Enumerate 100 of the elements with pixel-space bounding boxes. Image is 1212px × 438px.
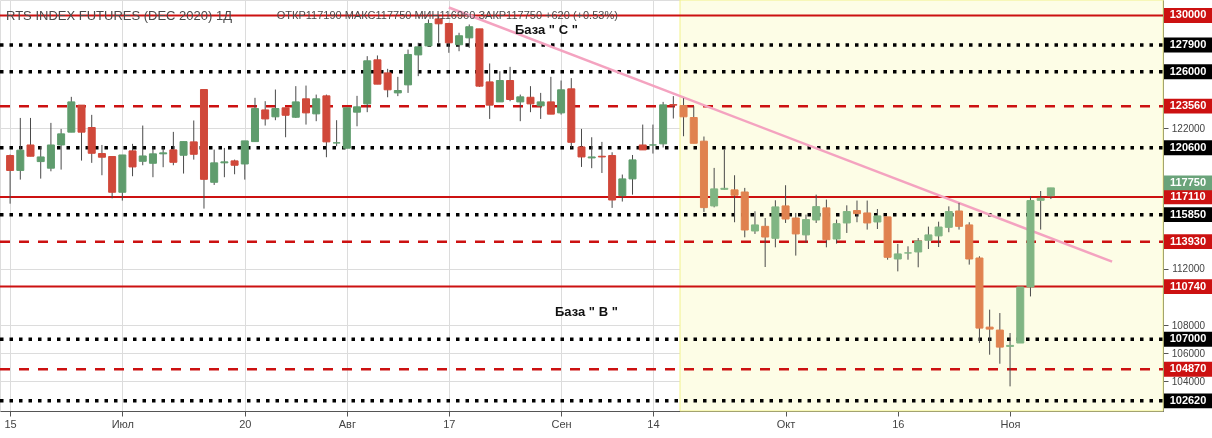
candlestick: [444, 22, 453, 54]
text: 117750: [1169, 175, 1207, 188]
candlestick: [220, 147, 229, 178]
x-tick-label: Июл: [111, 417, 135, 430]
candlestick: [495, 70, 504, 103]
x-tick-label: Авг: [338, 417, 356, 430]
candlestick: [526, 85, 535, 113]
candlestick: [904, 245, 913, 261]
x-tick-label: Окт: [776, 417, 796, 430]
candlestick: [546, 76, 555, 115]
ref-line-label: 117110: [1170, 189, 1206, 202]
candlestick: [750, 210, 759, 235]
candlestick: [710, 167, 719, 208]
candlestick: [179, 141, 188, 175]
candlestick: [1006, 332, 1015, 387]
ref-line-label: 126000: [1169, 64, 1207, 77]
candlestick: [944, 205, 953, 233]
candlestick: [506, 66, 515, 102]
candlestick: [26, 117, 35, 157]
candlestick: [128, 143, 137, 177]
candlestick: [159, 146, 168, 168]
ref-line-label: 123560: [1169, 99, 1207, 112]
candlestick: [1036, 190, 1045, 231]
y-tick-label: 106000: [1171, 347, 1206, 359]
x-tick-label: 14: [647, 417, 660, 430]
candlestick: [424, 18, 433, 47]
x-tick-label: 16: [892, 417, 905, 430]
candlestick: [597, 141, 606, 174]
candlestick: [536, 92, 545, 120]
ref-line-label: 113930: [1169, 234, 1207, 247]
ref-line-label: 107000: [1169, 332, 1207, 345]
x-tick-label: 15: [4, 417, 17, 430]
candlestick: [6, 154, 15, 205]
candlestick: [995, 312, 1004, 365]
ref-line-label: 127900: [1169, 38, 1207, 51]
ref-line-label: 102620: [1169, 393, 1207, 406]
candlestick: [761, 217, 770, 268]
y-tick-label: 122000: [1171, 122, 1206, 134]
candlestick: [587, 136, 596, 169]
candlestick: [455, 32, 464, 52]
candlestick: [97, 144, 106, 176]
candlestick: [271, 89, 280, 121]
candlestick: [853, 200, 861, 223]
candlestick: [36, 145, 45, 180]
candlestick: [628, 154, 637, 196]
x-tick-label: Сен: [551, 417, 572, 430]
candlestick: [791, 212, 800, 257]
candlestick: [669, 95, 678, 120]
candlestick: [812, 194, 821, 224]
candlestick: [485, 62, 494, 120]
candlestick: [240, 140, 249, 181]
candlestick: [638, 124, 647, 151]
candlestick: [414, 42, 423, 77]
candlestick: [914, 237, 923, 268]
candlestick: [312, 94, 321, 122]
candlestick: [291, 85, 300, 119]
ref-line-label: 115850: [1169, 207, 1207, 220]
candlestick: [730, 174, 739, 223]
candlestick: [955, 202, 964, 231]
candlestick: [801, 214, 810, 244]
annotation: База " С ": [515, 22, 578, 37]
candlestick: [353, 95, 362, 127]
annotation: База " В ": [555, 304, 618, 319]
candlestick: [873, 208, 882, 230]
ref-line-label: 104870: [1169, 362, 1207, 375]
candlestick: [169, 131, 178, 166]
candlestick: [557, 80, 566, 116]
candlestick: [577, 128, 586, 168]
candlestick: [261, 100, 270, 127]
candlestick: [138, 125, 147, 166]
candlestick: [863, 200, 872, 231]
candlestick: [148, 145, 157, 178]
candlestick: [842, 204, 851, 234]
ref-line-label: 130000: [1169, 8, 1207, 21]
candlestick: [16, 117, 25, 181]
candlestick: [832, 219, 841, 245]
candlestick: [302, 85, 310, 126]
candlestick: [618, 174, 627, 203]
x-tick-label: Ноя: [1000, 417, 1021, 430]
candlestick: [210, 149, 219, 186]
candlestick: [189, 119, 198, 161]
ref-line-label: 110740: [1169, 279, 1207, 292]
y-tick-label: 112000: [1172, 263, 1206, 275]
candlestick: [893, 243, 902, 272]
candlestick: [781, 184, 790, 224]
candlestick: [679, 97, 688, 137]
candlestick: [393, 76, 402, 97]
candlestick: [46, 122, 55, 172]
candlestick: [516, 94, 525, 122]
candlestick: [332, 119, 341, 147]
candlestick: [720, 149, 729, 191]
x-tick-label: 20: [239, 417, 252, 430]
candlestick: [648, 124, 657, 155]
candlestick: [281, 107, 290, 138]
y-tick-label: 108000: [1171, 319, 1206, 331]
candlestick: [465, 23, 474, 49]
ref-line-label: 120600: [1169, 140, 1207, 153]
candlestick: [57, 128, 66, 171]
y-tick-label: 104000: [1171, 375, 1206, 387]
x-tick-label: 17: [443, 417, 456, 430]
